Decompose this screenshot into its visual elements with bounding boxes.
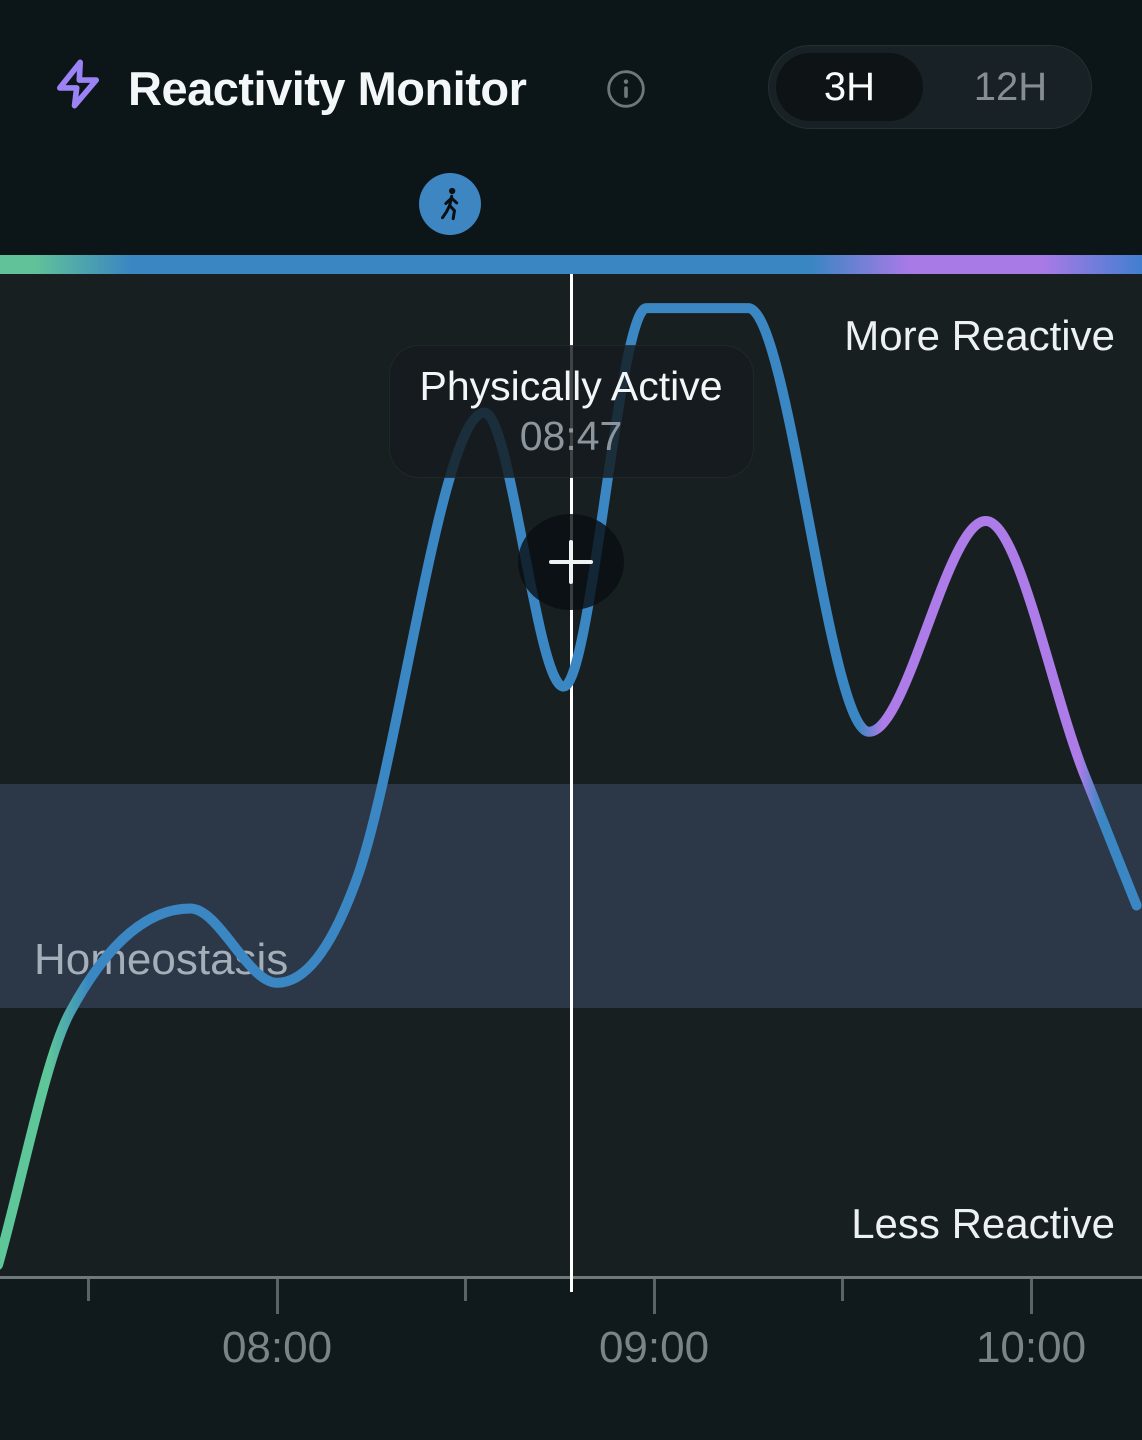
time-cursor-line[interactable] xyxy=(569,274,573,1292)
x-axis-tick-label: 08:00 xyxy=(221,1323,333,1372)
x-axis-tick-label: 10:00 xyxy=(975,1323,1087,1372)
reactivity-gradient-bar xyxy=(0,255,1142,274)
event-time: 08:47 xyxy=(519,412,623,459)
x-axis-minor-tick xyxy=(464,1279,467,1301)
more-reactive-label: More Reactive xyxy=(844,312,1115,359)
lightning-bolt-icon xyxy=(56,59,100,109)
toggle-option-3h[interactable]: 3H xyxy=(776,53,923,121)
x-axis-major-tick xyxy=(275,1279,279,1314)
walking-person-icon xyxy=(441,187,459,221)
walking-activity-marker[interactable] xyxy=(419,173,481,235)
reactivity-chart[interactable]: More Reactive Homeostasis Less Reactive … xyxy=(0,274,1142,1292)
x-axis-minor-tick xyxy=(841,1279,844,1301)
toggle-option-12h[interactable]: 12H xyxy=(973,64,1048,109)
plus-icon xyxy=(549,540,594,584)
x-axis-major-tick xyxy=(1029,1279,1033,1314)
event-tooltip: Physically Active 08:47 xyxy=(388,345,754,478)
x-axis-major-tick xyxy=(652,1279,656,1314)
less-reactive-label: Less Reactive xyxy=(851,1200,1115,1247)
reactivity-curve xyxy=(0,303,1142,1270)
x-axis-tick-label: 09:00 xyxy=(598,1323,710,1372)
add-entry-button[interactable] xyxy=(518,514,625,610)
axis-footer xyxy=(0,1279,1142,1440)
event-label: Physically Active xyxy=(419,363,723,410)
time-range-toggle: 3H 12H xyxy=(768,45,1092,129)
info-icon[interactable] xyxy=(606,69,646,109)
x-axis-minor-tick xyxy=(87,1279,90,1301)
page-title: Reactivity Monitor xyxy=(128,62,527,115)
